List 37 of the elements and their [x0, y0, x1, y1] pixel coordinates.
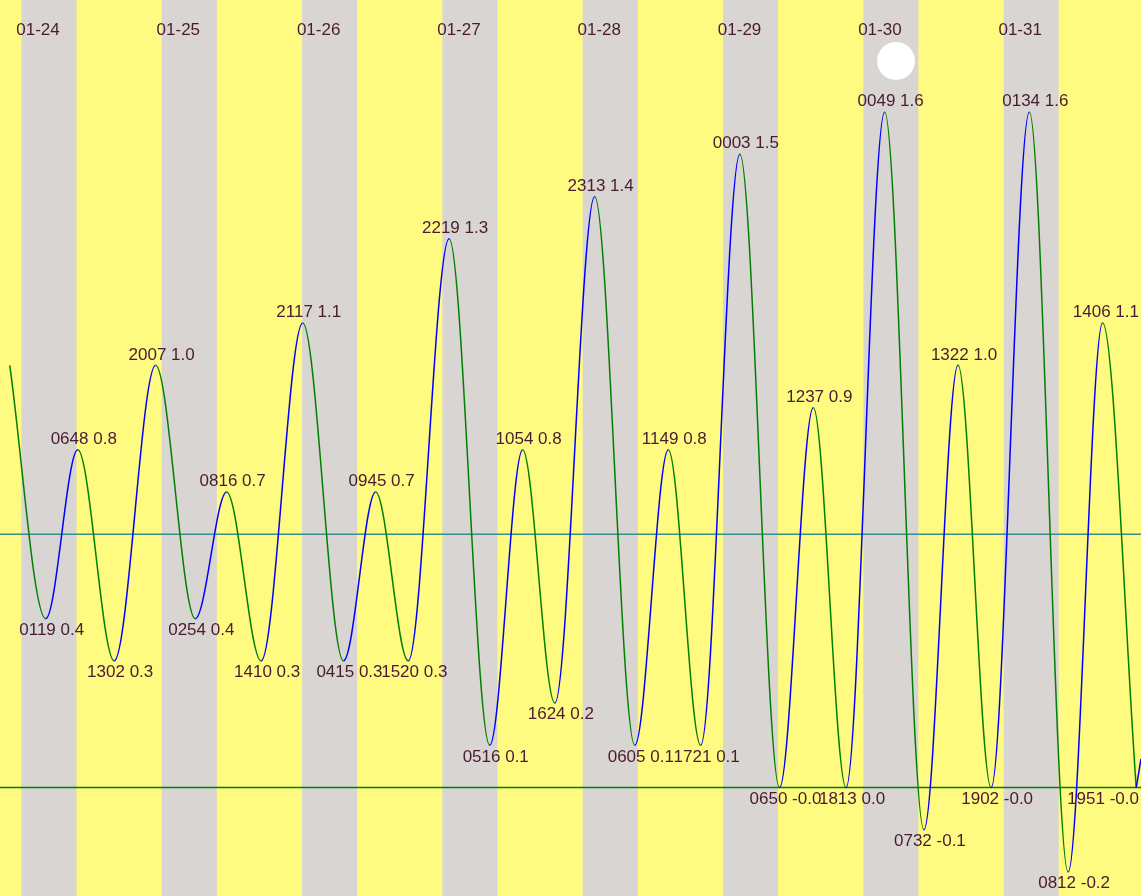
- data-label: 2313 1.4: [567, 175, 634, 195]
- data-label: 2007 1.0: [128, 344, 195, 364]
- data-label: 0119 0.4: [19, 619, 85, 639]
- x-tick-label: 01-30: [858, 19, 902, 39]
- data-label: 0134 1.6: [1002, 91, 1069, 111]
- x-tick-label: 01-31: [998, 19, 1042, 39]
- data-label: 0816 0.7: [199, 471, 266, 491]
- data-label: 0732 -0.1: [893, 830, 966, 850]
- x-tick-label: 01-28: [577, 19, 621, 39]
- data-label: 1322 1.0: [930, 344, 998, 364]
- data-label: 0605 0.1: [607, 746, 674, 766]
- data-label: 1054 0.8: [495, 428, 562, 448]
- data-label: 0003 1.5: [712, 133, 779, 153]
- data-label: 0049 1.6: [857, 91, 924, 111]
- data-label: 2117 1.1: [276, 302, 342, 322]
- x-tick-label: 01-26: [296, 19, 341, 39]
- data-label: 1302 0.3: [87, 662, 154, 682]
- data-label: 1520 0.3: [381, 662, 448, 682]
- data-label: 1149 0.8: [641, 428, 707, 448]
- data-label: 0254 0.4: [168, 619, 235, 639]
- data-label: 0516 0.1: [462, 746, 529, 766]
- data-label: 1721 0.1: [673, 746, 740, 766]
- data-label: 1902 -0.0: [961, 788, 1034, 808]
- data-label: 0648 0.8: [50, 428, 117, 448]
- data-label: 0945 0.7: [348, 471, 415, 491]
- x-tick-label: 01-29: [717, 19, 762, 39]
- data-label: 0415 0.3: [316, 662, 383, 682]
- data-label: 2219 1.3: [422, 217, 489, 237]
- data-label: 0650 -0.0: [749, 788, 822, 808]
- x-tick-label: 01-27: [437, 19, 481, 39]
- data-label: 1624 0.2: [527, 704, 594, 724]
- data-label: 1237 0.9: [786, 386, 853, 406]
- data-label: 1410 0.3: [234, 662, 301, 682]
- data-label: 0812 -0.2: [1038, 873, 1111, 893]
- x-tick-label: 01-24: [16, 19, 60, 39]
- x-tick-label: 01-25: [156, 19, 201, 39]
- data-label: 1406 1.1: [1072, 302, 1140, 322]
